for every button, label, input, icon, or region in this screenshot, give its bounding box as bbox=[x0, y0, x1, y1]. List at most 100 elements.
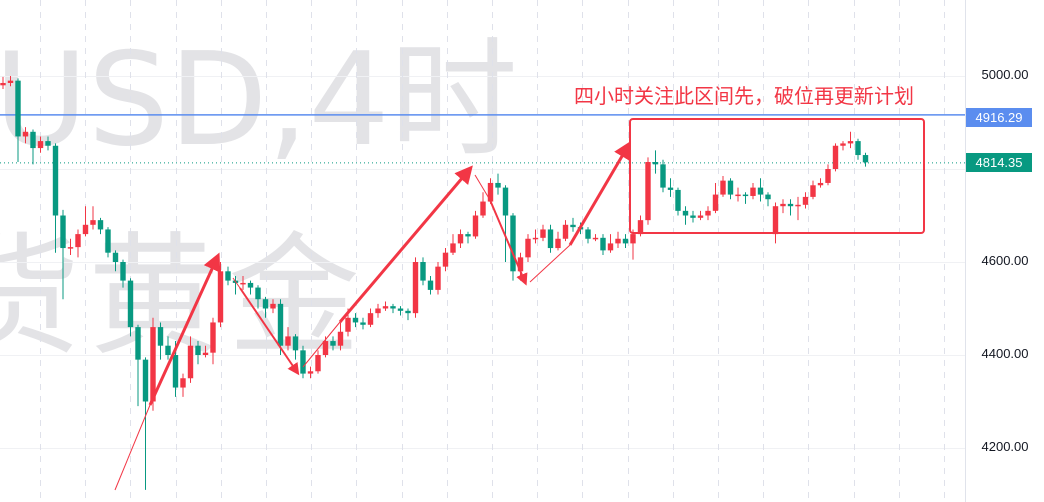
range-box bbox=[629, 118, 925, 234]
candle-body bbox=[772, 206, 779, 235]
resistance-price-label: 4916.29 bbox=[966, 108, 1032, 127]
candle-body bbox=[345, 317, 351, 332]
candle-body bbox=[82, 224, 89, 235]
candle bbox=[750, 182, 756, 200]
candle bbox=[652, 150, 659, 174]
candle-body bbox=[825, 169, 831, 183]
candle bbox=[765, 192, 771, 207]
candle-body bbox=[720, 180, 726, 195]
candle-body bbox=[765, 194, 771, 200]
candle bbox=[225, 266, 231, 286]
candle-body bbox=[135, 327, 141, 360]
candle-body bbox=[712, 194, 719, 211]
candle-body bbox=[195, 345, 201, 355]
candle-body bbox=[142, 359, 149, 402]
candle bbox=[105, 227, 111, 258]
grid bbox=[0, 0, 965, 502]
candle bbox=[742, 192, 749, 204]
candle bbox=[667, 178, 674, 197]
candle-body bbox=[802, 196, 809, 205]
candle bbox=[390, 303, 396, 314]
candle-body bbox=[667, 187, 674, 190]
candle bbox=[255, 285, 261, 309]
candle-body bbox=[727, 180, 734, 195]
candle-body bbox=[472, 215, 479, 237]
candle bbox=[307, 366, 314, 379]
candle-body bbox=[255, 287, 261, 300]
y-tick-label: 4400.00 bbox=[981, 346, 1029, 361]
candle bbox=[615, 231, 621, 249]
annotation-text: 四小时关注此区间先，破位再更新计划 bbox=[574, 84, 914, 108]
candle-body bbox=[292, 336, 299, 351]
candle-body bbox=[367, 313, 374, 325]
candle-body bbox=[105, 229, 111, 253]
candle bbox=[15, 78, 21, 163]
trend-arrow bbox=[148, 252, 221, 406]
candle-body bbox=[382, 306, 389, 309]
candle-body bbox=[15, 80, 21, 137]
candle-body bbox=[735, 194, 741, 197]
trend-arrow bbox=[239, 287, 300, 376]
candle bbox=[712, 182, 719, 214]
candle-body bbox=[645, 162, 651, 221]
y-tick-label: 5000.00 bbox=[981, 67, 1029, 82]
candle bbox=[697, 210, 704, 221]
candle-body bbox=[360, 322, 366, 325]
candle bbox=[360, 317, 366, 330]
candle-body bbox=[547, 229, 554, 249]
candle-body bbox=[112, 252, 119, 262]
candle-body bbox=[120, 262, 126, 281]
candle-body bbox=[465, 234, 471, 237]
trend-arrow-tail bbox=[302, 321, 341, 368]
candle-body bbox=[75, 234, 81, 248]
candle-body bbox=[22, 131, 29, 137]
candle bbox=[352, 313, 359, 328]
candle bbox=[630, 229, 636, 260]
candle bbox=[465, 231, 471, 244]
candle bbox=[90, 206, 96, 230]
candle-body bbox=[397, 308, 404, 311]
candle bbox=[510, 213, 516, 281]
candle-body bbox=[45, 141, 51, 146]
candle-body bbox=[7, 80, 14, 83]
candle-body bbox=[285, 336, 291, 346]
candle-body bbox=[787, 203, 794, 207]
candle-body bbox=[840, 143, 846, 146]
candle-body bbox=[412, 262, 419, 314]
candle bbox=[97, 217, 104, 235]
candle bbox=[217, 262, 224, 328]
candle bbox=[622, 234, 629, 249]
candle-body bbox=[202, 352, 209, 355]
candles bbox=[0, 76, 869, 490]
candle-body bbox=[330, 341, 336, 346]
candle bbox=[705, 206, 711, 221]
candle bbox=[442, 248, 449, 272]
candle bbox=[787, 199, 794, 216]
candle bbox=[547, 224, 554, 253]
last-price-label: 4814.35 bbox=[966, 153, 1032, 172]
candle bbox=[795, 196, 801, 221]
y-tick-label: 4200.00 bbox=[981, 439, 1029, 454]
candle bbox=[45, 136, 51, 151]
candle bbox=[247, 280, 254, 295]
candle-body bbox=[157, 327, 164, 346]
candle-body bbox=[52, 145, 59, 216]
candle bbox=[720, 175, 726, 197]
candle bbox=[660, 159, 666, 193]
candle-body bbox=[375, 308, 381, 314]
candle-body bbox=[570, 224, 576, 228]
candle-body bbox=[427, 280, 434, 290]
candle-body bbox=[277, 303, 284, 346]
candle bbox=[397, 306, 404, 316]
candle bbox=[0, 76, 6, 90]
candle bbox=[262, 296, 269, 318]
candle-body bbox=[502, 187, 509, 216]
trend-arrow-tail bbox=[232, 277, 241, 289]
candle-body bbox=[540, 229, 546, 238]
candle bbox=[847, 131, 854, 149]
candle-body bbox=[847, 141, 854, 144]
candle-body bbox=[37, 141, 44, 149]
candle bbox=[532, 229, 539, 244]
candle-body bbox=[0, 82, 6, 86]
